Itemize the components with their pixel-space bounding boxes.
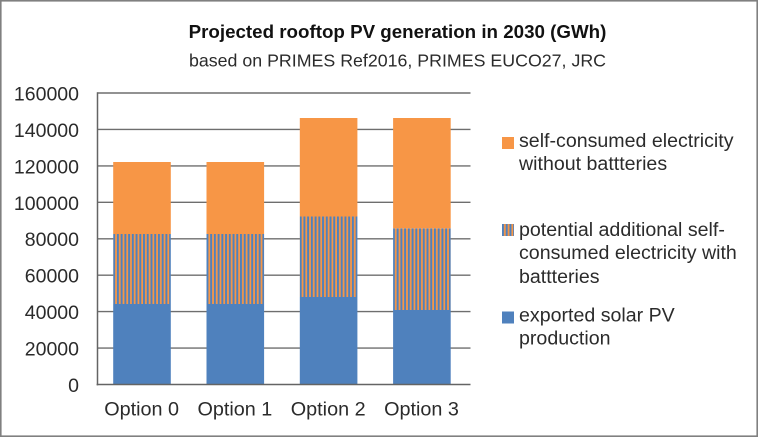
svg-text:160000: 160000: [14, 84, 79, 106]
svg-text:without battteries: without battteries: [518, 153, 667, 175]
svg-text:Projected rooftop PV generatio: Projected rooftop PV generation in 2030 …: [189, 21, 607, 42]
svg-text:100000: 100000: [14, 193, 79, 215]
svg-text:battteries: battteries: [519, 266, 600, 288]
svg-text:Option 3: Option 3: [384, 399, 459, 421]
svg-text:potential additional self-: potential additional self-: [519, 219, 725, 241]
svg-text:140000: 140000: [14, 120, 79, 142]
svg-text:60000: 60000: [25, 266, 79, 288]
svg-text:40000: 40000: [25, 302, 79, 324]
svg-text:consumed electricity with: consumed electricity with: [519, 242, 737, 264]
svg-text:Option 1: Option 1: [198, 399, 273, 421]
svg-text:0: 0: [68, 375, 79, 397]
svg-text:based on PRIMES Ref2016, PRIME: based on PRIMES Ref2016, PRIMES EUCO27, …: [189, 50, 606, 70]
svg-text:Option 2: Option 2: [291, 399, 366, 421]
svg-text:self-consumed electricity: self-consumed electricity: [519, 130, 734, 152]
svg-text:Option 0: Option 0: [104, 399, 179, 421]
svg-text:production: production: [519, 328, 611, 350]
svg-text:20000: 20000: [25, 339, 79, 361]
svg-text:80000: 80000: [25, 229, 79, 251]
svg-text:120000: 120000: [14, 156, 79, 178]
svg-text:exported solar PV: exported solar PV: [519, 305, 675, 327]
